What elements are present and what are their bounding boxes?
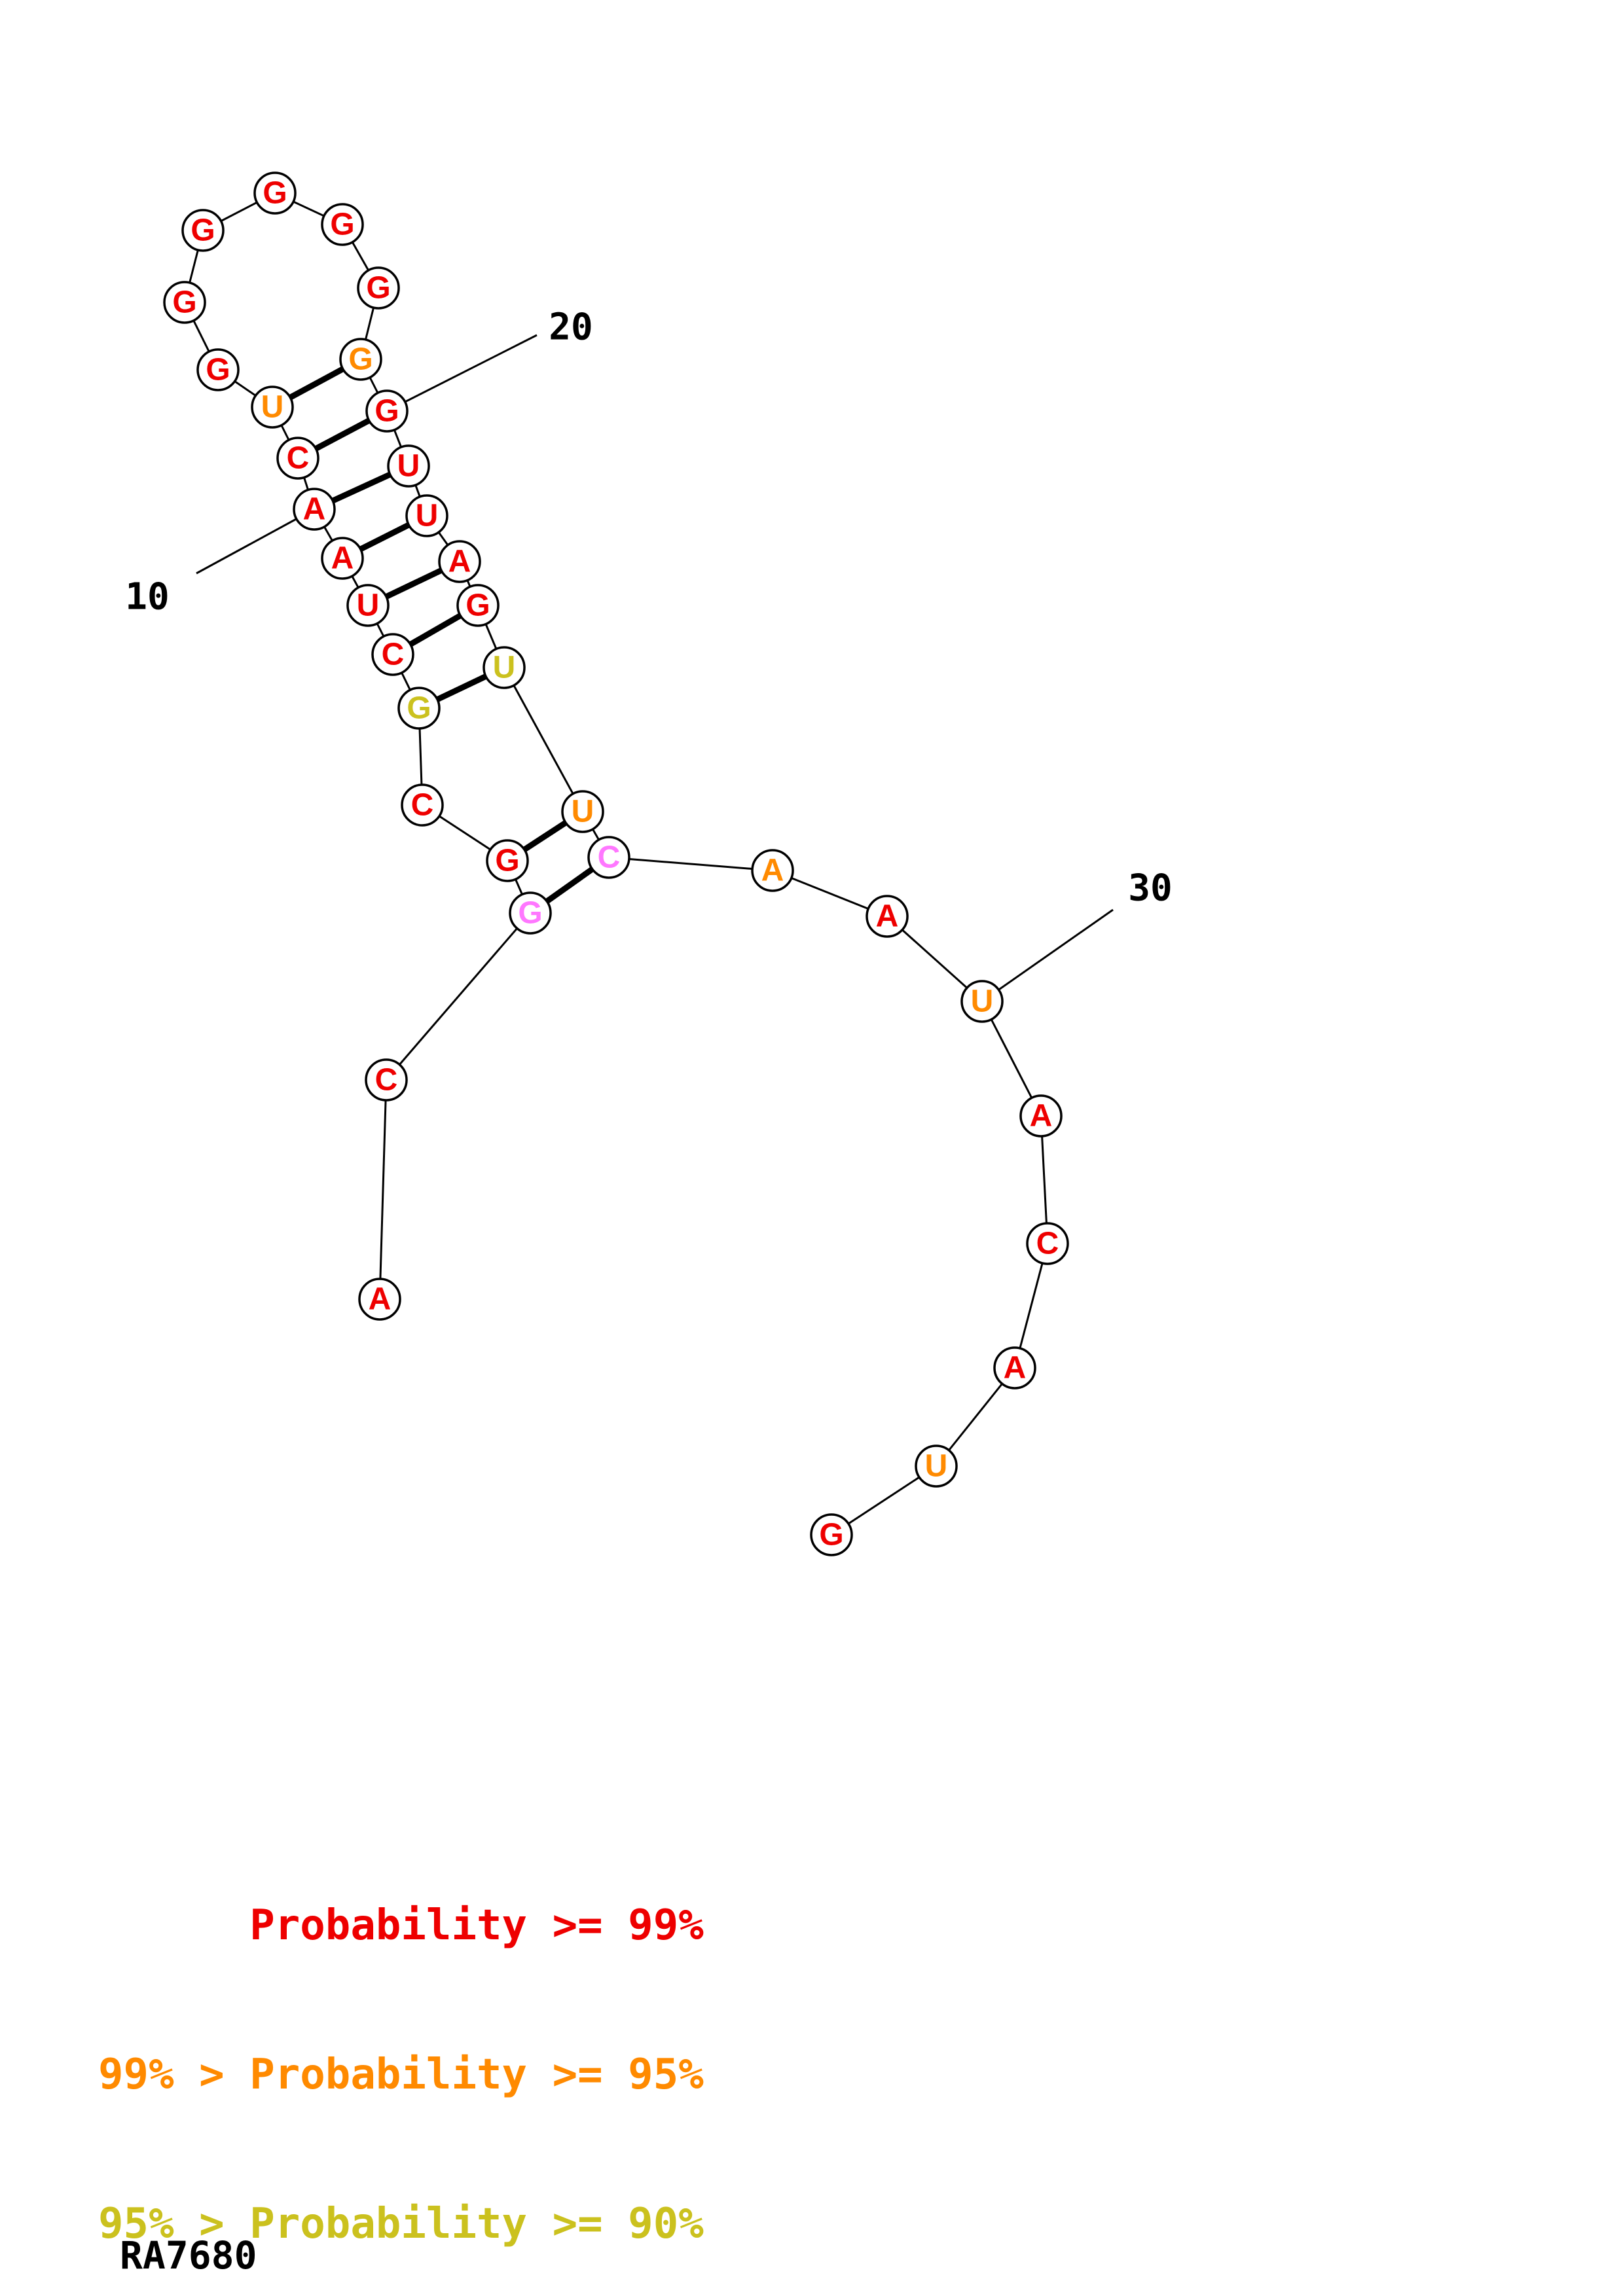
legend-item-prob-95-99: 99% > Probability >= 95%: [98, 2051, 704, 2099]
nucleotide-base: G: [348, 342, 373, 377]
nucleotide-circle: [810, 1513, 853, 1556]
position-label-line: [196, 508, 315, 575]
nucleotide-circle: [456, 584, 500, 627]
nucleotide-base: U: [397, 449, 420, 484]
nucleotide-circle: [181, 209, 225, 252]
plot-title: RA7680: [120, 2233, 257, 2278]
nucleotide-circle: [387, 444, 430, 488]
nucleotide-circle: [960, 980, 1004, 1023]
nucleotide-base: C: [598, 840, 621, 875]
nucleotide-circle: [866, 895, 909, 938]
nucleotide-base: A: [331, 541, 354, 576]
position-label-line: [981, 908, 1114, 1003]
backbone-segment: [608, 856, 773, 872]
nucleotide-circle: [321, 537, 364, 580]
nucleotide-base: G: [407, 691, 431, 726]
nucleotide-base: A: [369, 1282, 392, 1317]
nucleotide-circle: [587, 836, 630, 879]
nucleotide-base: G: [819, 1518, 843, 1552]
position-label-line: [386, 334, 538, 412]
nucleotide-circle: [486, 839, 529, 882]
nucleotide-circle: [253, 171, 297, 215]
nucleotide-circle: [293, 488, 336, 531]
nucleotide-circle: [751, 849, 794, 892]
nucleotide-circle: [358, 1278, 401, 1321]
nucleotide-base: C: [382, 637, 405, 672]
nucleotide-base: U: [416, 499, 439, 533]
nucleotide-circle: [405, 494, 448, 537]
nucleotide-base: G: [172, 285, 196, 320]
nucleotide-base: G: [191, 213, 215, 248]
position-label: 10: [125, 576, 169, 619]
backbone-segment: [378, 1079, 388, 1300]
nucleotide-circle: [993, 1346, 1036, 1390]
nucleotide-circle: [196, 348, 240, 391]
nucleotide-base: U: [493, 651, 516, 685]
nucleotide-base: A: [876, 899, 899, 934]
nucleotide-base: C: [1036, 1227, 1059, 1261]
probability-legend: Probability >= 99% 99% > Probability >= …: [98, 1801, 704, 2296]
nucleotide-circle: [276, 437, 319, 480]
nucleotide-base: A: [303, 492, 326, 527]
backbone-segment: [981, 1001, 1042, 1117]
nucleotide-base: A: [761, 853, 784, 888]
nucleotide-circle: [915, 1444, 958, 1488]
nucleotide-circle: [509, 891, 552, 935]
nucleotide-circle: [397, 687, 441, 730]
nucleotide-circle: [321, 203, 364, 246]
nucleotide-base: C: [375, 1063, 398, 1098]
nucleotide-circle: [346, 584, 390, 627]
nucleotide-base: G: [263, 176, 287, 211]
nucleotide-circle: [561, 790, 604, 833]
nucleotide-base: U: [357, 588, 380, 623]
nucleotide-base: U: [261, 390, 284, 425]
nucleotide-circle: [365, 389, 409, 433]
legend-item-prob-99: Probability >= 99%: [98, 1901, 704, 1950]
nucleotide-base: G: [518, 896, 542, 931]
nucleotide-base: C: [287, 441, 310, 476]
nucleotide-base: U: [971, 984, 994, 1019]
nucleotide-circle: [365, 1058, 408, 1102]
nucleotide-base: G: [206, 353, 230, 387]
nucleotide-base: A: [1030, 1099, 1053, 1134]
position-label: 30: [1128, 867, 1172, 910]
nucleotide-base: G: [495, 844, 519, 878]
nucleotide-base: U: [925, 1449, 948, 1484]
nucleotide-base: U: [572, 795, 594, 829]
nucleotide-circle: [163, 281, 206, 324]
nucleotide-base: A: [1004, 1351, 1027, 1386]
nucleotide-circle: [483, 646, 526, 689]
nucleotide-circle: [371, 633, 414, 676]
nucleotide-circle: [1019, 1094, 1063, 1138]
nucleotide-base: G: [330, 207, 354, 242]
nucleotide-base: G: [465, 588, 490, 623]
backbone-segment: [503, 667, 584, 812]
nucleotide-base: A: [448, 545, 471, 579]
backbone-segment: [385, 912, 532, 1081]
position-label: 20: [549, 306, 593, 349]
nucleotide-base: C: [411, 788, 434, 823]
nucleotide-base: G: [366, 271, 390, 306]
nucleotide-circle: [357, 266, 400, 310]
nucleotide-circle: [339, 338, 382, 381]
nucleotide-circle: [401, 783, 444, 827]
nucleotide-circle: [251, 386, 294, 429]
nucleotide-base: G: [374, 394, 399, 429]
nucleotide-circle: [1026, 1222, 1069, 1265]
nucleotide-circle: [438, 540, 481, 583]
legend-item-prob-90-95: 95% > Probability >= 90%: [98, 2200, 704, 2248]
